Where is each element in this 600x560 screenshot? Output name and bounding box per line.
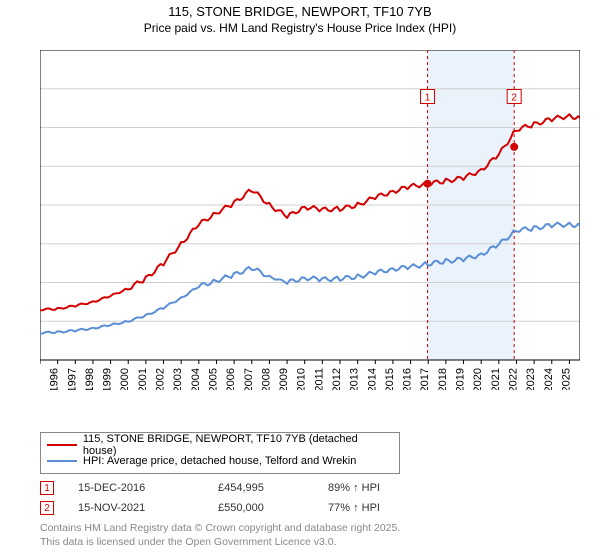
svg-text:1995: 1995 bbox=[40, 368, 43, 390]
sale-row-1: 1 15-DEC-2016 £454,995 89% ↑ HPI bbox=[40, 478, 448, 498]
svg-text:1997: 1997 bbox=[66, 368, 78, 390]
sale-hpi-2: 77% ↑ HPI bbox=[328, 502, 448, 514]
sale-price-2: £550,000 bbox=[218, 502, 328, 514]
svg-text:2001: 2001 bbox=[137, 368, 149, 390]
legend-swatch-hpi bbox=[47, 460, 77, 462]
sale-marker-2: 2 bbox=[40, 501, 54, 515]
svg-text:2008: 2008 bbox=[260, 368, 272, 390]
svg-text:2011: 2011 bbox=[313, 368, 325, 390]
svg-text:2002: 2002 bbox=[155, 368, 167, 390]
svg-text:2006: 2006 bbox=[225, 368, 237, 390]
legend-label-property: 115, STONE BRIDGE, NEWPORT, TF10 7YB (de… bbox=[83, 433, 393, 457]
svg-text:2013: 2013 bbox=[349, 368, 361, 390]
sale-marker-1: 1 bbox=[40, 481, 54, 495]
svg-text:2017: 2017 bbox=[419, 368, 431, 390]
svg-text:1996: 1996 bbox=[49, 368, 61, 390]
svg-text:2: 2 bbox=[511, 93, 517, 104]
sales-table: 1 15-DEC-2016 £454,995 89% ↑ HPI 2 15-NO… bbox=[40, 478, 448, 518]
svg-text:2014: 2014 bbox=[366, 368, 378, 390]
svg-text:1: 1 bbox=[425, 93, 431, 104]
svg-text:2016: 2016 bbox=[402, 368, 414, 390]
svg-text:2012: 2012 bbox=[331, 368, 343, 390]
svg-text:2022: 2022 bbox=[507, 368, 519, 390]
chart-container: 115, STONE BRIDGE, NEWPORT, TF10 7YB Pri… bbox=[0, 0, 600, 560]
line-chart-svg: £0£100K£200K£300K£400K£500K£600K£700K£80… bbox=[40, 50, 580, 390]
svg-text:2010: 2010 bbox=[296, 368, 308, 390]
svg-text:2003: 2003 bbox=[172, 368, 184, 390]
title-block: 115, STONE BRIDGE, NEWPORT, TF10 7YB Pri… bbox=[0, 0, 600, 35]
svg-text:2020: 2020 bbox=[472, 368, 484, 390]
svg-text:2023: 2023 bbox=[525, 368, 537, 390]
svg-text:2024: 2024 bbox=[543, 368, 555, 390]
legend-item-hpi: HPI: Average price, detached house, Telf… bbox=[47, 453, 393, 469]
svg-text:2009: 2009 bbox=[278, 368, 290, 390]
svg-text:2000: 2000 bbox=[119, 368, 131, 390]
chart-subtitle: Price paid vs. HM Land Registry's House … bbox=[0, 21, 600, 35]
svg-text:2025: 2025 bbox=[560, 368, 572, 390]
svg-text:2007: 2007 bbox=[243, 368, 255, 390]
attribution-line1: Contains HM Land Registry data © Crown c… bbox=[40, 522, 400, 536]
svg-text:2015: 2015 bbox=[384, 368, 396, 390]
svg-text:2021: 2021 bbox=[490, 368, 502, 390]
svg-text:1999: 1999 bbox=[102, 368, 114, 390]
chart-plot-area: £0£100K£200K£300K£400K£500K£600K£700K£80… bbox=[40, 50, 580, 390]
legend-swatch-property bbox=[47, 444, 77, 446]
attribution-line2: This data is licensed under the Open Gov… bbox=[40, 536, 400, 550]
legend-item-property: 115, STONE BRIDGE, NEWPORT, TF10 7YB (de… bbox=[47, 437, 393, 453]
sale-hpi-1: 89% ↑ HPI bbox=[328, 482, 448, 494]
sale-price-1: £454,995 bbox=[218, 482, 328, 494]
attribution: Contains HM Land Registry data © Crown c… bbox=[40, 522, 400, 549]
legend: 115, STONE BRIDGE, NEWPORT, TF10 7YB (de… bbox=[40, 432, 400, 474]
svg-text:2004: 2004 bbox=[190, 368, 202, 390]
sale-date-1: 15-DEC-2016 bbox=[78, 482, 218, 494]
svg-text:2018: 2018 bbox=[437, 368, 449, 390]
chart-title-address: 115, STONE BRIDGE, NEWPORT, TF10 7YB bbox=[0, 4, 600, 19]
legend-label-hpi: HPI: Average price, detached house, Telf… bbox=[83, 455, 356, 467]
svg-text:2019: 2019 bbox=[455, 368, 467, 390]
sale-row-2: 2 15-NOV-2021 £550,000 77% ↑ HPI bbox=[40, 498, 448, 518]
svg-text:2005: 2005 bbox=[207, 368, 219, 390]
sale-date-2: 15-NOV-2021 bbox=[78, 502, 218, 514]
svg-text:1998: 1998 bbox=[84, 368, 96, 390]
